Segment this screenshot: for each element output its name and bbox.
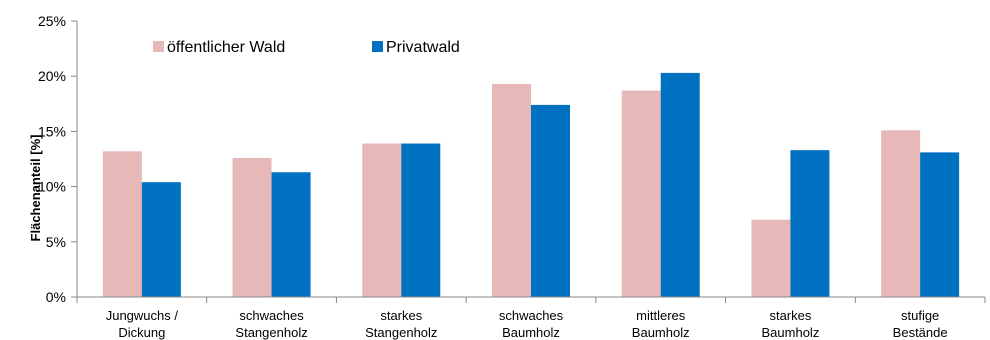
y-axis-title: Flächenanteil [%] — [28, 135, 43, 242]
legend-label: öffentlicher Wald — [167, 39, 285, 56]
legend-swatch — [153, 41, 164, 52]
bar-privatwald — [790, 150, 830, 297]
bar-privatwald — [401, 143, 441, 297]
x-tick-label: starkes Baumholz — [762, 308, 820, 340]
bar-privatwald — [660, 72, 700, 297]
legend: öffentlicher Wald Privatwald — [153, 39, 460, 56]
y-tick-label: 15% — [38, 123, 66, 139]
y-tick-label: 0% — [46, 289, 66, 305]
plot-area — [102, 72, 960, 298]
bar-privatwald — [531, 104, 570, 298]
bar-oeffentlicher-wald — [232, 157, 272, 297]
bar-privatwald — [271, 172, 311, 297]
bar-oeffentlicher-wald — [102, 151, 142, 297]
bar-privatwald — [141, 182, 181, 297]
axes: 0% 5% 10% 15% 20% 25% Jungwuchs / Dickung schwac… — [38, 13, 986, 340]
bar-oeffentlicher-wald — [751, 219, 791, 297]
legend-label: Privatwald — [386, 39, 460, 56]
bar-oeffentlicher-wald — [621, 90, 661, 297]
x-tick-label: starkes Stangenholz — [365, 308, 437, 340]
x-tick-label: mittleres Baumholz — [632, 308, 690, 340]
legend-swatch — [372, 41, 383, 52]
x-tick-label: stufige Bestände — [893, 308, 948, 340]
x-tick-label: schwaches Stangenholz — [235, 308, 307, 340]
y-tick-label: 5% — [46, 234, 66, 250]
y-tick-label: 25% — [38, 13, 66, 29]
y-tick-label: 10% — [38, 179, 66, 195]
bar-privatwald — [920, 152, 960, 297]
x-tick-label: schwaches Baumholz — [499, 308, 564, 340]
x-tick-label: Jungwuchs / Dickung — [106, 308, 179, 340]
bar-oeffentlicher-wald — [362, 143, 402, 297]
bar-oeffentlicher-wald — [881, 130, 921, 297]
y-tick-label: 20% — [38, 68, 66, 84]
bar-oeffentlicher-wald — [492, 83, 531, 297]
